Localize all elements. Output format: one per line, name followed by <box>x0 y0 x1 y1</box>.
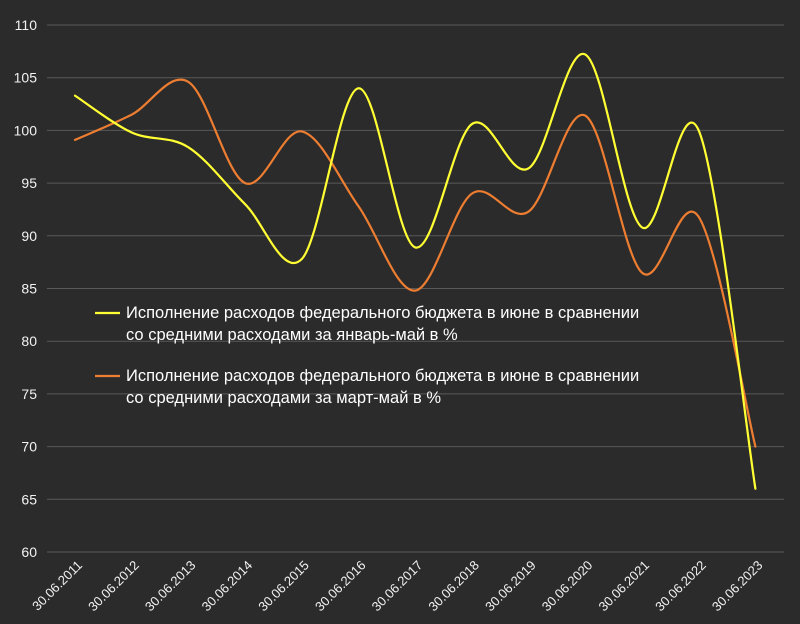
x-tick-label: 30.06.2014 <box>199 558 256 615</box>
y-tick-label: 60 <box>21 544 37 560</box>
legend-label-2: Исполнение расходов федерального бюджета… <box>126 367 639 385</box>
gridlines <box>47 24 784 553</box>
y-tick-label: 100 <box>14 122 38 138</box>
series-line-2 <box>73 78 757 448</box>
x-tick-label: 30.06.2012 <box>85 558 142 615</box>
x-tick-label: 30.06.2023 <box>709 558 766 615</box>
y-tick-label: 65 <box>21 491 37 507</box>
legend: Исполнение расходов федерального бюджета… <box>95 304 639 407</box>
legend-label-1: Исполнение расходов федерального бюджета… <box>126 304 639 322</box>
x-tick-label: 30.06.2019 <box>482 558 539 615</box>
y-tick-label: 95 <box>21 175 37 191</box>
x-tick-label: 30.06.2015 <box>255 558 312 615</box>
y-tick-label: 90 <box>21 228 37 244</box>
y-tick-label: 70 <box>21 439 37 455</box>
legend-label-1: со средними расходами за январь-май в % <box>126 326 458 344</box>
y-tick-label: 105 <box>14 70 38 86</box>
series-lines <box>73 53 757 490</box>
series-line-1 <box>73 53 757 490</box>
x-tick-label: 30.06.2020 <box>539 558 596 615</box>
x-tick-label: 30.06.2018 <box>425 558 482 615</box>
y-tick-label: 110 <box>15 17 38 33</box>
x-tick-label: 30.06.2022 <box>652 558 709 615</box>
x-tick-label: 30.06.2016 <box>312 558 369 615</box>
legend-label-2: со средними расходами за март-май в % <box>126 389 441 407</box>
y-tick-label: 75 <box>21 386 37 402</box>
y-tick-label: 85 <box>21 281 37 297</box>
x-tick-label: 30.06.2011 <box>29 558 85 614</box>
x-tick-label: 30.06.2021 <box>595 558 652 615</box>
x-tick-label: 30.06.2017 <box>369 558 426 615</box>
x-tick-label: 30.06.2013 <box>142 558 199 615</box>
y-tick-label: 80 <box>21 333 37 349</box>
